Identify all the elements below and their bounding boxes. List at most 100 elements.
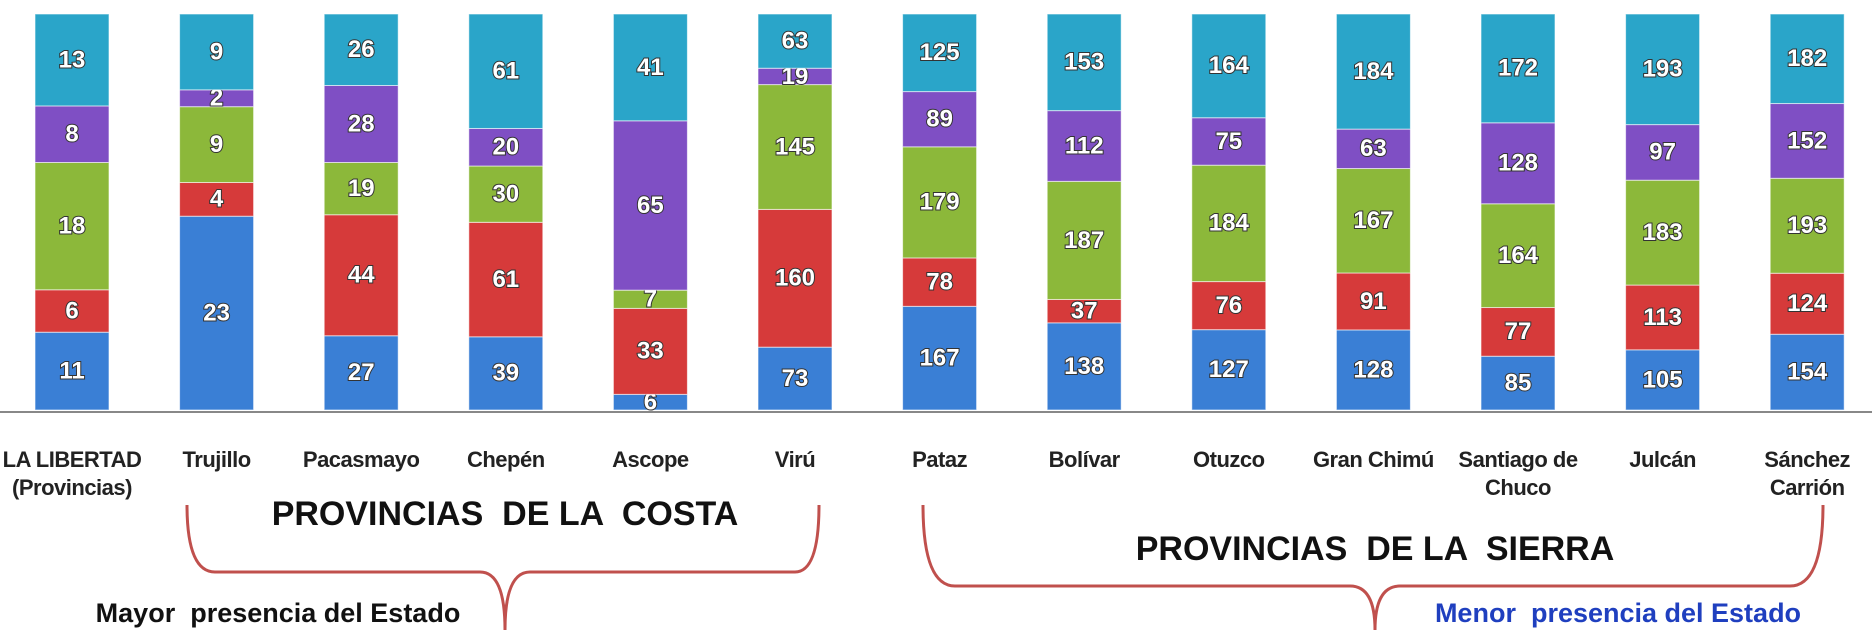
bar-segment <box>1335 168 1411 274</box>
bar-segment <box>1046 13 1122 112</box>
bar-segment <box>468 13 544 129</box>
data-label: 33 <box>637 338 664 365</box>
data-label: 85 <box>1505 369 1532 396</box>
bar-segment <box>1480 203 1556 309</box>
bar-segment <box>1480 13 1556 124</box>
data-label: 167 <box>920 345 960 372</box>
bar-segment <box>323 214 399 337</box>
data-label: 9 <box>210 131 223 158</box>
data-label: 154 <box>1787 358 1828 385</box>
data-label: 113 <box>1643 304 1682 331</box>
bar-segment <box>902 91 978 148</box>
data-label: 187 <box>1064 227 1104 254</box>
bar-segment <box>1191 164 1267 283</box>
data-label: 61 <box>492 266 519 293</box>
annotation: PROVINCIAS DE LA SIERRA <box>1135 530 1615 568</box>
bar-segment <box>757 346 833 411</box>
data-label: 39 <box>492 360 519 387</box>
bar-segment <box>1769 13 1845 105</box>
bar-segment <box>612 307 688 395</box>
bar-segment <box>1046 322 1122 411</box>
data-label: 75 <box>1215 128 1242 155</box>
data-label: 6 <box>65 297 78 324</box>
bar-segment <box>1335 329 1411 411</box>
data-label: 184 <box>1353 58 1394 85</box>
data-label: 164 <box>1209 52 1250 79</box>
bar-segment <box>1480 307 1556 357</box>
data-label: 8 <box>65 121 78 148</box>
bar-segment <box>323 13 399 86</box>
data-label: 153 <box>1064 49 1104 76</box>
x-tick-label: Julcán <box>1629 447 1696 472</box>
data-label: 105 <box>1643 366 1683 393</box>
annotation: PROVINCIAS DE LA COSTA <box>271 495 739 533</box>
bar-segment <box>757 13 833 69</box>
bar-segment <box>34 162 110 291</box>
bar-segment <box>323 162 399 216</box>
data-label: 26 <box>348 36 375 63</box>
bar-segment <box>612 13 688 122</box>
data-label: 112 <box>1065 132 1104 159</box>
bar-segment <box>757 208 833 348</box>
bar-segment <box>34 331 110 411</box>
bar-segment <box>1625 349 1701 411</box>
data-label: 184 <box>1209 210 1250 237</box>
bar-segment <box>34 13 110 107</box>
bar-segment <box>1625 124 1701 181</box>
data-label: 193 <box>1787 212 1827 239</box>
x-tick-label: Trujillo <box>182 447 252 472</box>
bar-segment <box>1335 128 1411 170</box>
data-label: 97 <box>1649 139 1676 166</box>
brace-sierra <box>921 504 1825 630</box>
bar-segment <box>1480 355 1556 411</box>
x-tick-label: Sánchez Carrión <box>1764 447 1851 500</box>
data-label: 63 <box>782 27 809 54</box>
data-label: 89 <box>926 106 953 133</box>
data-label: 160 <box>775 265 815 292</box>
data-label: 23 <box>203 299 230 326</box>
bar-segment <box>1335 13 1411 130</box>
x-tick-label: Ascope <box>612 447 689 472</box>
bar-segment <box>1191 329 1267 411</box>
annotation: Mayor presencia del Estado <box>95 598 461 628</box>
data-label: 128 <box>1353 356 1393 383</box>
data-label: 4 <box>210 186 224 213</box>
data-label: 20 <box>492 134 519 161</box>
bar-segment <box>757 84 833 210</box>
bar-segment <box>323 85 399 163</box>
bar-segment <box>902 13 978 93</box>
data-label: 193 <box>1643 56 1683 83</box>
data-label: 73 <box>782 365 809 392</box>
data-label: 76 <box>1215 292 1242 319</box>
data-label: 145 <box>775 133 815 160</box>
bar-segment <box>1625 13 1701 126</box>
data-label: 28 <box>348 110 375 137</box>
x-tick-label: Virú <box>774 447 816 472</box>
data-label: 179 <box>920 189 960 216</box>
data-label: 13 <box>59 46 86 73</box>
bar-segment <box>1625 284 1701 351</box>
data-label: 65 <box>637 192 664 219</box>
bar-segment <box>1769 177 1845 274</box>
bar-segment <box>468 336 544 411</box>
data-label: 11 <box>59 357 84 384</box>
data-label: 63 <box>1360 135 1387 162</box>
data-label: 127 <box>1209 356 1249 383</box>
data-label: 27 <box>348 359 375 386</box>
data-label: 182 <box>1787 45 1827 72</box>
data-label: 30 <box>492 181 519 208</box>
x-tick-label: Otuzco <box>1193 447 1265 472</box>
data-label: 164 <box>1498 242 1539 269</box>
annotation: Menor presencia del Estado <box>1434 598 1802 628</box>
bar-segment <box>902 305 978 411</box>
x-tick-label: Chepén <box>466 447 545 472</box>
bar-segment <box>468 165 544 223</box>
bar-segment <box>179 13 255 91</box>
data-label: 91 <box>1360 288 1387 315</box>
bar-segment <box>612 120 688 291</box>
data-label: 172 <box>1498 55 1538 82</box>
bar-segment <box>1769 103 1845 179</box>
bar-segment <box>179 106 255 184</box>
